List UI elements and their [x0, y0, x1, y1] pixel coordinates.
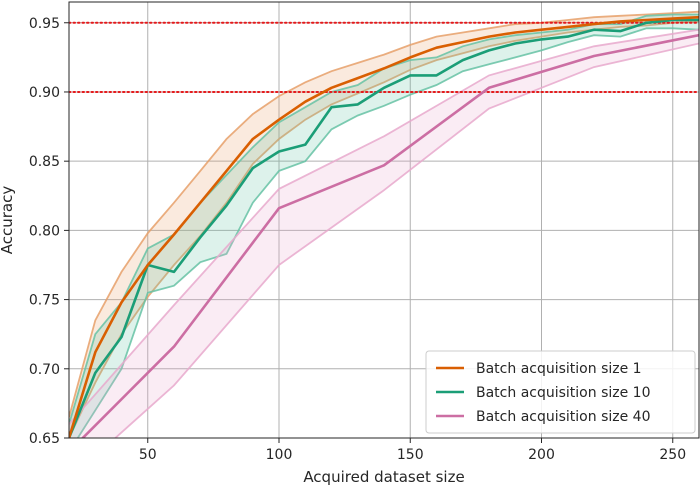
y-tick-label: 0.85	[29, 154, 60, 170]
reference-lines	[69, 21, 699, 93]
series-3-mean-line	[80, 33, 699, 438]
x-tick-label: 150	[397, 447, 424, 463]
series-2-mean-line	[69, 18, 699, 438]
series-2-band	[69, 14, 699, 438]
legend-label-2: Batch acquisition size 10	[476, 385, 650, 401]
y-tick-label: 0.75	[29, 293, 60, 309]
y-tick-label: 0.95	[29, 16, 60, 32]
y-tick-label: 0.65	[29, 431, 60, 447]
y-tick-label: 0.90	[29, 85, 60, 101]
series-1-upper-line	[69, 10, 699, 418]
series-1-mean-line	[69, 15, 699, 438]
axis-ticks: 50 100 150 200 250 0.65 0.70 0.75 0.80 0.85 0.90 0.…	[29, 16, 686, 463]
series-3-lower-line	[113, 42, 699, 438]
legend-box	[425, 350, 696, 434]
series-2-lower-line	[76, 27, 699, 438]
x-tick-label: 200	[528, 447, 555, 463]
y-tick-label: 0.80	[29, 223, 60, 239]
x-axis-label: Acquired dataset size	[303, 468, 464, 486]
y-tick-label: 0.70	[29, 362, 60, 378]
plot-frame	[68, 1, 700, 439]
x-tick-label: 100	[266, 447, 293, 463]
y-axis-label: Accuracy	[0, 186, 16, 255]
series-1-band	[69, 11, 699, 438]
series-3-upper-line	[69, 28, 699, 425]
series-lines	[69, 15, 699, 438]
x-tick-label: 50	[139, 447, 157, 463]
legend-label-1: Batch acquisition size 1	[476, 361, 642, 377]
legend: Batch acquisition size 1 Batch acquisitio…	[425, 350, 696, 434]
legend-label-3: Batch acquisition size 40	[476, 409, 650, 425]
series-3-band	[69, 29, 699, 438]
x-tick-label: 250	[659, 447, 686, 463]
